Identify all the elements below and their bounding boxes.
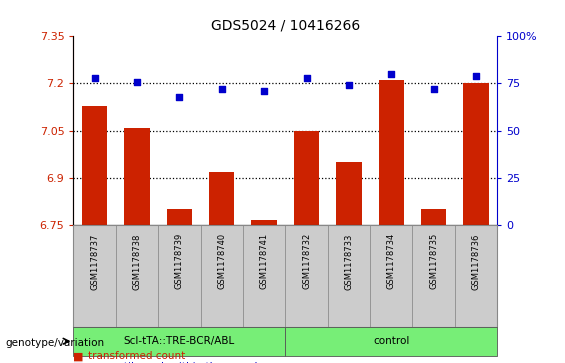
Text: transformed count: transformed count [88,351,185,361]
Point [90,75,99,81]
Bar [167,209,192,225]
Text: GSM1178739: GSM1178739 [175,233,184,289]
Bar [124,127,150,225]
Text: control: control [373,336,410,346]
Text: GSM1178741: GSM1178741 [260,233,268,289]
Bar [463,83,489,225]
Text: genotype/variation: genotype/variation [6,338,105,348]
Bar [209,172,234,225]
Bar [336,162,362,225]
Text: ■: ■ [73,351,84,361]
Bar [116,225,158,327]
Point [217,86,226,92]
Text: GSM1178738: GSM1178738 [133,233,141,290]
Bar [158,225,201,327]
Point [344,82,354,88]
Bar [73,225,116,327]
Bar [285,327,497,356]
Bar [73,327,285,356]
Text: GSM1178733: GSM1178733 [345,233,353,290]
Bar [285,225,328,327]
Point [471,73,480,79]
Point [259,88,269,94]
Bar [82,106,107,225]
Text: GSM1178736: GSM1178736 [472,233,480,290]
Bar [251,220,277,225]
Bar [328,225,370,327]
Text: percentile rank within the sample: percentile rank within the sample [88,362,263,363]
Point [429,86,438,92]
Title: GDS5024 / 10416266: GDS5024 / 10416266 [211,19,360,32]
Text: ScI-tTA::TRE-BCR/ABL: ScI-tTA::TRE-BCR/ABL [124,336,235,346]
Bar [294,131,319,225]
Text: GSM1178732: GSM1178732 [302,233,311,289]
Bar [412,225,455,327]
Bar [421,209,446,225]
Text: GSM1178740: GSM1178740 [218,233,226,289]
Text: GSM1178735: GSM1178735 [429,233,438,289]
Bar [201,225,243,327]
Bar [370,225,412,327]
Point [132,79,141,85]
Point [302,75,311,81]
Bar [243,225,285,327]
Bar [379,80,404,225]
Text: GSM1178737: GSM1178737 [90,233,99,290]
Text: GSM1178734: GSM1178734 [387,233,396,289]
Point [175,94,184,99]
Point [386,71,396,77]
Text: ■: ■ [73,362,84,363]
Bar [455,225,497,327]
